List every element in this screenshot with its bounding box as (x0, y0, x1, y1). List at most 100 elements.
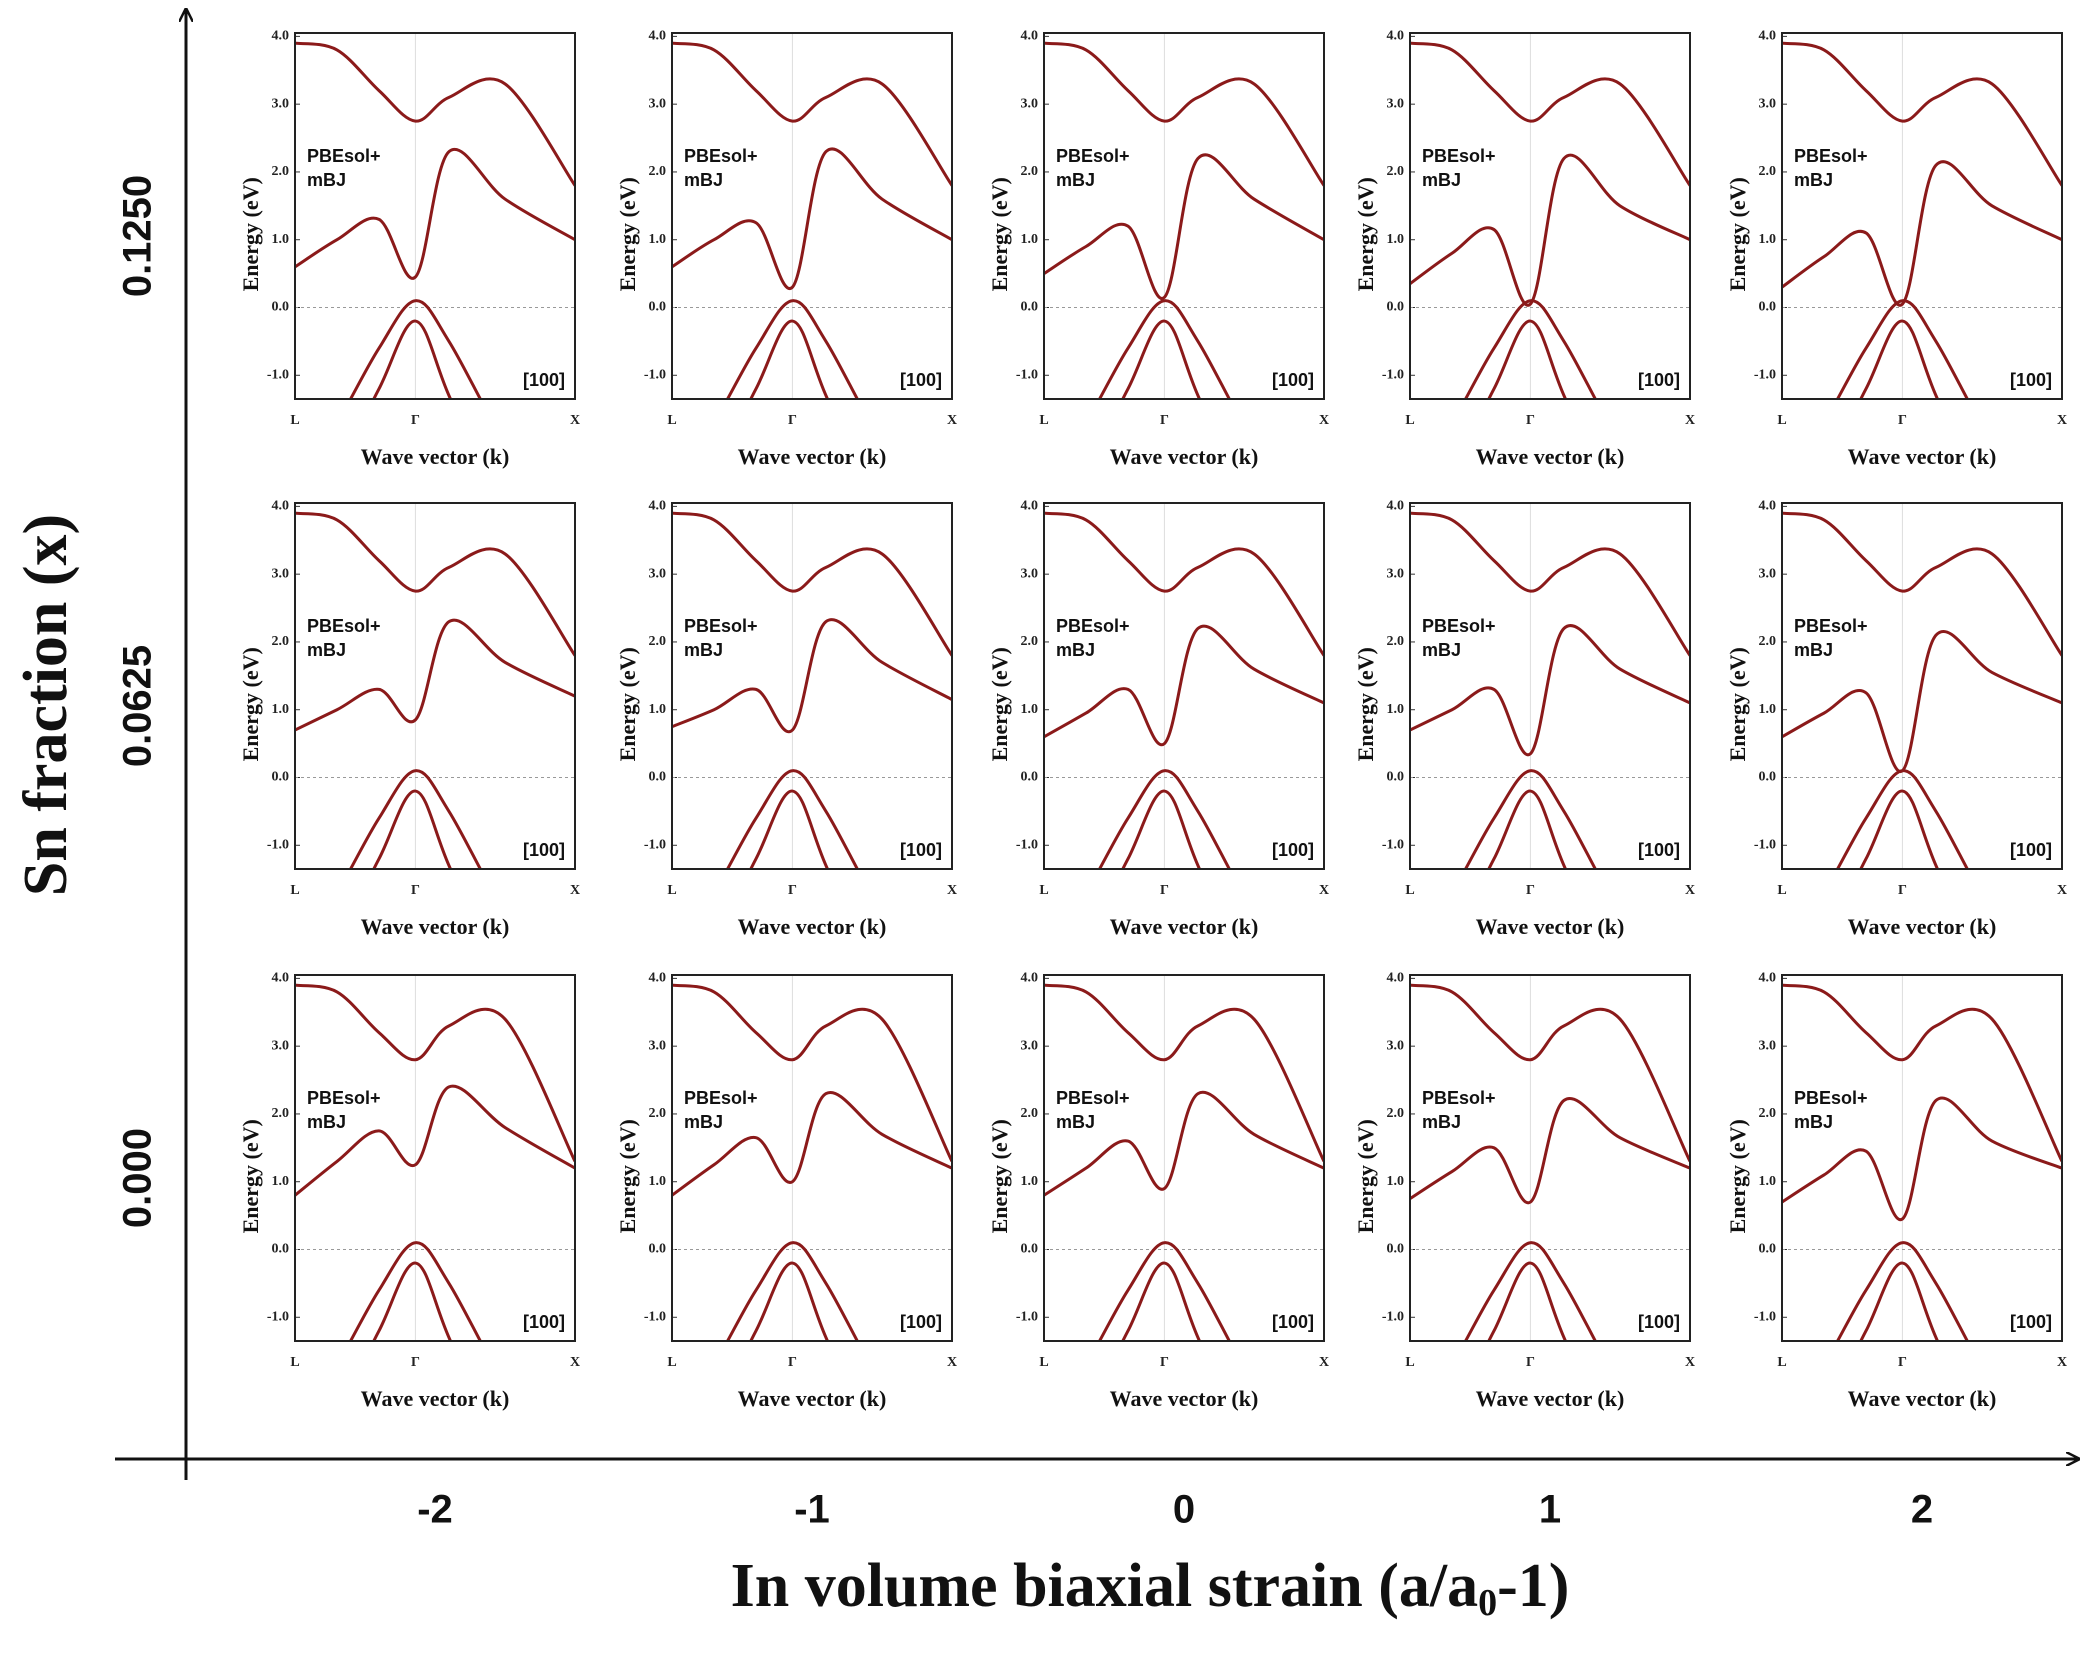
y-axis-label: Energy (eV) (238, 177, 263, 291)
band-line (1097, 1241, 1231, 1341)
y-tick-label: 0.0 (649, 300, 667, 315)
annotation: PBEsol+ (307, 616, 381, 636)
x-tick-label: X (570, 1355, 580, 1370)
y-axis-label: Energy (eV) (238, 647, 263, 761)
y-tick-label: 4.0 (1387, 29, 1405, 44)
y-tick-label: 3.0 (1021, 566, 1039, 581)
y-tick-label: 1.0 (1759, 232, 1777, 247)
y-axis-label: Energy (eV) (238, 1119, 263, 1233)
band-line (1410, 41, 1690, 187)
band-line (1487, 1261, 1568, 1341)
annotation: mBJ (1422, 170, 1461, 190)
x-tick-label: X (2057, 413, 2067, 428)
band-line (295, 147, 575, 280)
x-tick-label: Γ (1526, 883, 1535, 898)
direction-label: [100] (2010, 1312, 2052, 1332)
x-axis-label: Wave vector (k) (738, 914, 887, 939)
x-category: 2 (1911, 1488, 1933, 1532)
direction-label: [100] (1638, 840, 1680, 860)
y-axis-label: Energy (eV) (1725, 647, 1750, 761)
x-tick-label: L (1039, 413, 1048, 428)
band-line (1121, 1261, 1202, 1341)
y-tick-label: 4.0 (649, 499, 667, 514)
y-tick-label: 2.0 (1021, 1106, 1039, 1121)
y-tick-label: 4.0 (272, 499, 290, 514)
x-tick-label: Γ (1160, 883, 1169, 898)
y-tick-label: 2.0 (1759, 634, 1777, 649)
band-line (1487, 319, 1568, 399)
x-tick-label: X (1685, 1355, 1695, 1370)
y-tick-label: 0.0 (649, 1242, 667, 1257)
x-tick-label: L (667, 413, 676, 428)
annotation: PBEsol+ (1056, 146, 1130, 166)
band-line (1782, 983, 2062, 1163)
band-line (672, 618, 952, 734)
y-tick-label: 1.0 (1387, 1174, 1405, 1189)
annotation: PBEsol+ (1794, 1088, 1868, 1108)
annotation: mBJ (1794, 170, 1833, 190)
band-line (1410, 511, 1690, 657)
band-line (1044, 153, 1324, 300)
x-tick-label: X (1685, 413, 1695, 428)
y-tick-label: 0.0 (1387, 1242, 1405, 1257)
direction-label: [100] (523, 1312, 565, 1332)
x-tick-label: X (2057, 1355, 2067, 1370)
annotation: PBEsol+ (1422, 146, 1496, 166)
band-line (295, 1084, 575, 1197)
x-title-sub: 0 (1478, 1582, 1497, 1624)
y-tick-label: 4.0 (1021, 29, 1039, 44)
y-axis-label: Energy (eV) (615, 177, 640, 291)
annotation: mBJ (1794, 1112, 1833, 1132)
annotation: PBEsol+ (1794, 146, 1868, 166)
annotation: mBJ (1056, 1112, 1095, 1132)
y-axis-label: Energy (eV) (987, 1119, 1012, 1233)
x-axis-label: Wave vector (k) (738, 444, 887, 469)
plot-frame (294, 974, 576, 1342)
plot-frame (1409, 502, 1691, 870)
plot-frame (1409, 32, 1691, 400)
y-tick-label: 3.0 (272, 96, 290, 111)
y-tick-label: 0.0 (1759, 770, 1777, 785)
x-tick-label: Γ (1898, 883, 1907, 898)
plot-frame (671, 502, 953, 870)
y-axis-label: Energy (eV) (615, 1119, 640, 1233)
band-line (749, 319, 830, 399)
x-category: 1 (1539, 1488, 1561, 1532)
x-axis-label: Wave vector (k) (738, 1386, 887, 1411)
y-tick-label: 3.0 (1759, 96, 1777, 111)
y-tick-label: 1.0 (649, 1174, 667, 1189)
y-tick-label: 2.0 (272, 164, 290, 179)
y-category: 0.1250 (116, 175, 160, 297)
x-tick-label: Γ (788, 1355, 797, 1370)
band-line (749, 1261, 830, 1341)
band-line (725, 1241, 859, 1341)
y-axis-label: Energy (eV) (987, 177, 1012, 291)
y-tick-label: -1.0 (644, 1309, 666, 1324)
annotation: PBEsol+ (1422, 616, 1496, 636)
band-line (1044, 1090, 1324, 1197)
x-tick-label: L (1039, 883, 1048, 898)
x-tick-label: Γ (1160, 1355, 1169, 1370)
x-tick-label: L (667, 1355, 676, 1370)
y-tick-label: -1.0 (644, 367, 666, 382)
y-tick-label: 1.0 (272, 1174, 290, 1189)
annotation: mBJ (1422, 1112, 1461, 1132)
x-axis-label: Wave vector (k) (1110, 914, 1259, 939)
x-tick-label: L (1777, 883, 1786, 898)
y-tick-label: -1.0 (1016, 837, 1038, 852)
x-tick-label: X (947, 1355, 957, 1370)
band-line (1487, 789, 1568, 869)
band-line (1044, 624, 1324, 747)
x-axis-label: Wave vector (k) (361, 914, 510, 939)
y-tick-label: 3.0 (1021, 96, 1039, 111)
y-axis-label: Energy (eV) (987, 647, 1012, 761)
y-tick-label: 3.0 (1021, 1038, 1039, 1053)
x-tick-label: L (1405, 413, 1414, 428)
y-tick-label: 3.0 (272, 1038, 290, 1053)
y-tick-label: 2.0 (1021, 634, 1039, 649)
x-axis-label: Wave vector (k) (1476, 444, 1625, 469)
direction-label: [100] (1272, 840, 1314, 860)
direction-label: [100] (900, 370, 942, 390)
y-tick-label: 3.0 (1387, 96, 1405, 111)
y-tick-label: -1.0 (267, 1309, 289, 1324)
